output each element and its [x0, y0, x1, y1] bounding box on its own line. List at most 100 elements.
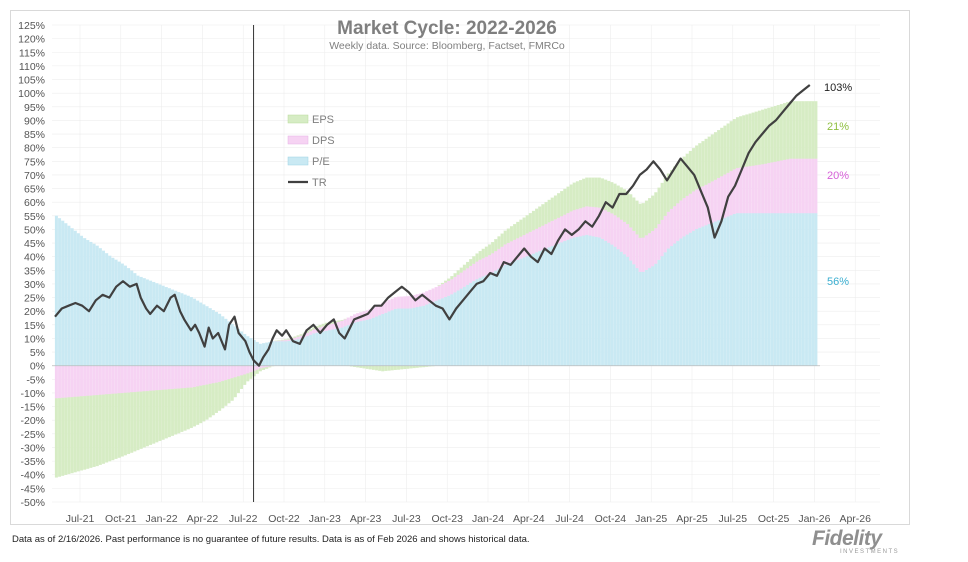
bar-pe: [280, 341, 284, 366]
bar-dps: [400, 296, 404, 309]
bar-eps: [610, 182, 614, 214]
bar-pe: [701, 226, 705, 366]
bar-dps: [243, 365, 247, 375]
bar-dps: [312, 329, 316, 334]
y-tick-label: 55%: [24, 211, 45, 223]
bar-pe: [287, 340, 291, 366]
bar-dps: [459, 272, 463, 289]
bar-pe: [717, 220, 721, 366]
bar-pe: [792, 212, 796, 366]
bar-eps: [748, 113, 752, 167]
bar-eps: [384, 365, 388, 371]
bar-eps: [779, 104, 783, 161]
bar-pe: [233, 326, 237, 366]
bar-pe: [528, 254, 532, 366]
y-tick-label: -25%: [20, 429, 45, 441]
bar-dps: [309, 330, 313, 335]
bar-eps: [381, 365, 385, 372]
bar-eps: [86, 395, 90, 469]
bar-eps: [491, 242, 495, 254]
bar-dps: [384, 301, 388, 313]
bar-dps: [161, 365, 165, 390]
bar-eps: [227, 379, 231, 404]
bar-dps: [651, 230, 655, 267]
bar-dps: [164, 365, 168, 390]
bar-eps: [673, 166, 677, 207]
bar-eps: [563, 188, 567, 215]
bar-pe: [409, 308, 413, 366]
bar-dps: [692, 191, 696, 231]
bar-dps: [528, 231, 532, 255]
bar-dps: [340, 320, 344, 328]
bar-pe: [437, 299, 441, 366]
bar-eps: [811, 101, 815, 159]
bar-pe: [139, 276, 143, 366]
bar-eps: [544, 202, 548, 225]
bar-eps: [368, 365, 372, 370]
bar-dps: [717, 177, 721, 221]
bar-pe: [64, 223, 68, 366]
bar-pe: [494, 270, 498, 366]
bar-pe: [70, 228, 74, 366]
x-tick-label: Jan-23: [309, 513, 341, 525]
bar-pe: [61, 220, 65, 366]
bar-pe: [742, 212, 746, 366]
bar-pe: [384, 312, 388, 366]
bar-pe: [312, 333, 316, 366]
bar-eps: [139, 391, 143, 449]
bar-pe: [692, 230, 696, 366]
bar-pe: [343, 326, 347, 366]
bar-eps: [64, 397, 68, 475]
end-labels: 103% 21% 20% 56%: [824, 82, 852, 288]
bar-eps: [513, 224, 517, 240]
bar-pe: [726, 216, 730, 366]
bar-dps: [284, 339, 288, 342]
bar-dps: [472, 263, 476, 282]
bar-dps: [462, 270, 466, 287]
bar-dps: [123, 365, 127, 393]
bar-dps: [531, 230, 535, 254]
y-tick-label: 45%: [24, 238, 45, 250]
bar-dps: [789, 158, 793, 214]
bar-pe: [811, 212, 815, 366]
bar-dps: [761, 164, 765, 214]
bar-eps: [670, 169, 674, 209]
bar-dps: [808, 158, 812, 214]
bar-pe: [456, 290, 460, 366]
bar-pe: [142, 278, 146, 366]
y-tick-label: 75%: [24, 156, 45, 168]
bar-eps: [557, 193, 561, 218]
bar-dps: [453, 276, 457, 293]
bar-pe: [767, 212, 771, 366]
bar-pe: [503, 264, 507, 366]
bar-eps: [648, 198, 652, 234]
bar-dps: [676, 203, 680, 242]
bar-eps: [692, 148, 696, 192]
bar-eps: [723, 125, 727, 175]
bar-eps: [108, 394, 112, 462]
bar-pe: [86, 240, 90, 366]
bar-pe: [622, 254, 626, 366]
bar-dps: [773, 161, 777, 214]
bar-eps: [531, 210, 535, 231]
bar-eps: [713, 132, 718, 180]
bar-dps: [538, 227, 542, 252]
bar-eps: [742, 115, 746, 168]
bar-pe: [95, 245, 99, 366]
bar-pe: [745, 212, 749, 366]
y-tick-label: 85%: [24, 129, 45, 141]
bar-dps: [117, 365, 121, 394]
bar-eps: [221, 381, 225, 409]
bar-eps: [814, 101, 818, 159]
bar-dps: [437, 285, 441, 300]
bar-eps: [644, 200, 648, 236]
y-tick-label: -10%: [20, 388, 45, 400]
y-tick-label: 70%: [24, 170, 45, 182]
bar-dps: [607, 211, 611, 243]
bar-eps: [553, 195, 557, 220]
bar-dps: [779, 160, 783, 214]
bar-eps: [488, 244, 492, 256]
bar-pe: [321, 331, 325, 366]
bar-dps: [710, 181, 714, 223]
bar-dps: [466, 268, 470, 285]
